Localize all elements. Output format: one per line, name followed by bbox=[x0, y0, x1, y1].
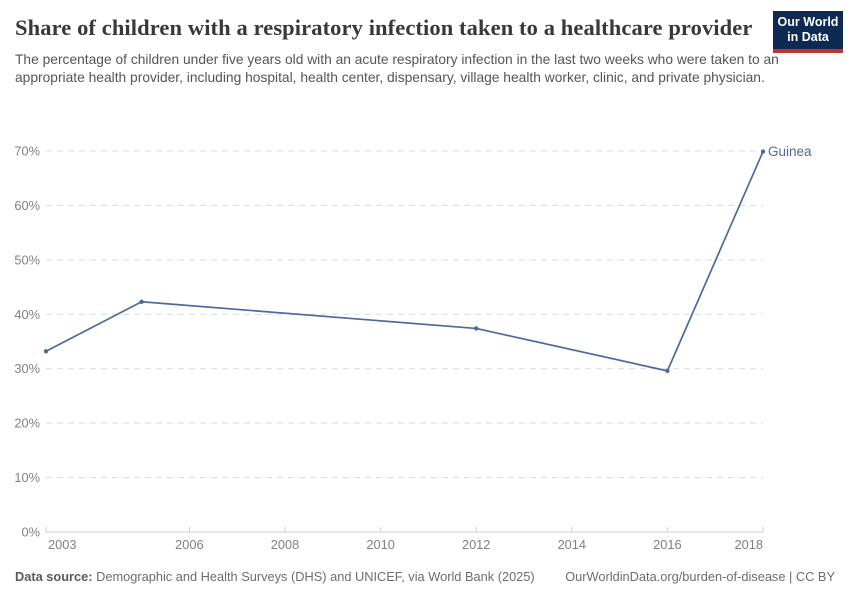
data-point[interactable] bbox=[139, 299, 144, 304]
data-point[interactable] bbox=[43, 349, 49, 354]
logo-text-line2: in Data bbox=[787, 30, 829, 44]
x-tick-label: 2016 bbox=[653, 537, 681, 552]
chart-header: Share of children with a respiratory inf… bbox=[15, 11, 843, 87]
y-tick-label: 10% bbox=[14, 470, 40, 485]
x-tick-label: 2010 bbox=[366, 537, 394, 552]
logo-text-line1: Our World bbox=[777, 15, 839, 29]
y-tick-label: 40% bbox=[14, 307, 40, 322]
data-point[interactable] bbox=[665, 368, 670, 374]
y-tick-label: 70% bbox=[14, 144, 40, 159]
series-label[interactable]: Guinea bbox=[768, 144, 812, 159]
chart-footer: Data source: Demographic and Health Surv… bbox=[15, 569, 835, 585]
data-source-label: Data source: bbox=[15, 569, 93, 584]
x-tick-label: 2003 bbox=[48, 537, 76, 552]
chart-subtitle: The percentage of children under five ye… bbox=[15, 52, 779, 85]
data-point[interactable] bbox=[474, 326, 479, 331]
y-tick-label: 20% bbox=[14, 416, 40, 431]
chart-title: Share of children with a respiratory inf… bbox=[15, 15, 753, 40]
y-tick-label: 0% bbox=[22, 525, 41, 540]
x-tick-label: 2008 bbox=[271, 537, 299, 552]
y-tick-label: 60% bbox=[14, 198, 40, 213]
owid-logo[interactable]: Our World in Data bbox=[773, 11, 843, 53]
x-tick-label: 2006 bbox=[175, 537, 203, 552]
data-point[interactable] bbox=[760, 149, 766, 154]
x-tick-label: 2018 bbox=[735, 537, 763, 552]
y-tick-label: 50% bbox=[14, 252, 40, 267]
data-source-text: Demographic and Health Surveys (DHS) and… bbox=[92, 569, 535, 584]
x-tick-label: 2014 bbox=[558, 537, 586, 552]
citation-link[interactable]: OurWorldinData.org/burden-of-disease | C… bbox=[565, 569, 835, 584]
y-tick-label: 30% bbox=[14, 361, 40, 376]
data-source: Data source: Demographic and Health Surv… bbox=[15, 569, 535, 585]
x-tick-label: 2012 bbox=[462, 537, 490, 552]
series-line[interactable] bbox=[45, 150, 764, 372]
